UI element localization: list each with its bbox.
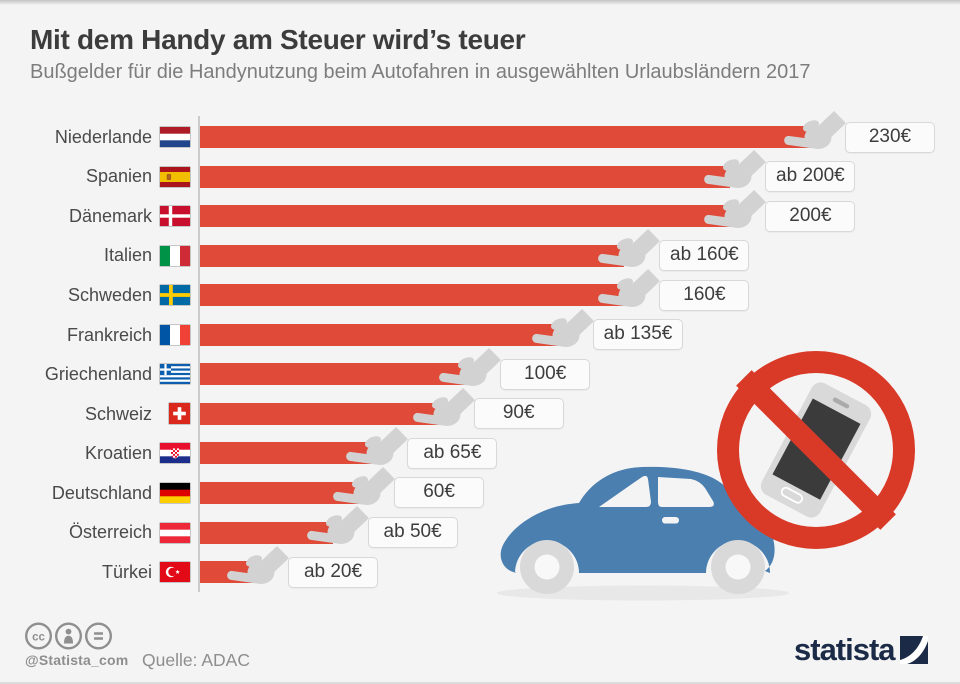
page-title: Mit dem Handy am Steuer wird’s teuer bbox=[30, 24, 526, 55]
country-flag-icon-dk bbox=[160, 206, 190, 227]
car-front-window bbox=[599, 475, 651, 507]
bar bbox=[200, 481, 360, 504]
car-shadow bbox=[497, 585, 789, 601]
value-badge: ab 65€ bbox=[407, 437, 498, 469]
bottom-edge-divider bbox=[0, 682, 960, 684]
axis-line bbox=[198, 116, 200, 592]
attribution-person-icon bbox=[55, 622, 83, 650]
no-phone-sign-icon bbox=[716, 350, 916, 550]
top-edge-divider bbox=[0, 0, 960, 5]
hand-cursor-icon bbox=[437, 348, 502, 396]
hand-cursor-icon bbox=[225, 545, 289, 594]
hand-cursor-icon bbox=[411, 387, 475, 436]
svg-text:cc: cc bbox=[32, 631, 45, 643]
value-badge: ab 160€ bbox=[659, 240, 750, 272]
value-badge: 160€ bbox=[659, 279, 750, 311]
value-badge: 100€ bbox=[500, 358, 591, 390]
page-subtitle: Bußgelder für die Handynutzung beim Auto… bbox=[30, 61, 811, 83]
bar bbox=[200, 126, 810, 148]
hand-cursor-icon bbox=[596, 229, 661, 277]
bar bbox=[200, 442, 373, 465]
country-label: Österreich bbox=[68, 522, 152, 543]
country-flag-icon-se bbox=[160, 285, 190, 306]
bar bbox=[200, 284, 625, 307]
car-rear-window bbox=[658, 477, 714, 507]
chart-row: Dänemark 200€ bbox=[0, 189, 960, 236]
country-label: Griechenland bbox=[44, 364, 152, 385]
country-flag-icon-it bbox=[160, 245, 190, 266]
sign-ring bbox=[717, 351, 915, 549]
statista-logo: statista bbox=[794, 632, 928, 667]
value-badge: ab 50€ bbox=[367, 517, 458, 548]
chart-row: Türkei ab 20€ bbox=[0, 545, 960, 592]
country-label: Schweiz bbox=[84, 403, 152, 424]
chart-row: Griechenland 100€ bbox=[0, 348, 960, 395]
hand-cursor-icon bbox=[702, 189, 767, 238]
cc-icon: cc bbox=[24, 622, 53, 650]
chart-row: Frankreich ab 135€ bbox=[0, 308, 960, 355]
country-label: Frankreich bbox=[66, 324, 152, 345]
car-mirror bbox=[581, 505, 595, 515]
bar bbox=[200, 323, 558, 346]
hand-cursor-icon bbox=[331, 466, 395, 515]
chart-row: Spanien ab 200€ bbox=[0, 150, 960, 197]
car-icon bbox=[495, 455, 795, 605]
bar bbox=[200, 244, 625, 267]
chart-row: Niederlande 230€ bbox=[0, 110, 960, 157]
country-label: Niederlande bbox=[54, 126, 152, 147]
bar bbox=[200, 363, 466, 386]
hand-cursor-icon bbox=[782, 110, 846, 159]
hand-cursor-icon bbox=[596, 268, 661, 317]
country-flag-icon-ch bbox=[169, 403, 190, 425]
value-badge: ab 135€ bbox=[593, 319, 683, 351]
license-icons: cc bbox=[24, 622, 113, 650]
country-label: Türkei bbox=[101, 561, 152, 582]
car-door-handle bbox=[662, 517, 679, 524]
chart-row: Schweden 160€ bbox=[0, 268, 960, 315]
country-label: Kroatien bbox=[84, 443, 152, 464]
equals-icon bbox=[85, 622, 113, 650]
bar bbox=[200, 521, 333, 544]
value-badge: 60€ bbox=[394, 477, 485, 509]
hand-cursor-icon bbox=[344, 427, 409, 475]
chart-row: Deutschland 60€ bbox=[0, 466, 960, 513]
country-flag-icon-tr bbox=[160, 562, 190, 583]
value-badge: ab 20€ bbox=[288, 556, 378, 588]
country-label: Schweden bbox=[67, 284, 152, 305]
car-front-wheel bbox=[520, 540, 574, 594]
country-flag-icon-de bbox=[160, 482, 190, 503]
value-badge: 230€ bbox=[845, 121, 935, 153]
bar bbox=[200, 402, 439, 425]
bar bbox=[200, 165, 731, 188]
country-flag-icon-es bbox=[160, 166, 190, 187]
statista-handle: @Statista_com bbox=[25, 652, 129, 668]
chart-row: Österreich ab 50€ bbox=[0, 506, 960, 553]
sign-slash bbox=[736, 370, 896, 530]
value-badge: ab 200€ bbox=[765, 161, 856, 193]
country-flag-icon-gr bbox=[160, 364, 190, 385]
statista-wordmark: statista bbox=[794, 632, 896, 667]
hand-cursor-icon bbox=[530, 308, 594, 357]
bar bbox=[200, 205, 731, 228]
country-label: Deutschland bbox=[51, 482, 152, 503]
chart-row: Schweiz 90€ bbox=[0, 387, 960, 434]
car-rear-wheel bbox=[711, 540, 765, 594]
country-label: Italien bbox=[103, 245, 152, 266]
country-flag-icon-fr bbox=[160, 324, 190, 345]
value-badge: 90€ bbox=[473, 398, 564, 430]
source-label: Quelle: ADAC bbox=[142, 650, 250, 670]
chart-row: Italien ab 160€ bbox=[0, 229, 960, 276]
hand-cursor-icon bbox=[702, 150, 767, 198]
statista-mark-icon bbox=[899, 636, 928, 664]
chart-row: Kroatien ab 65€ bbox=[0, 427, 960, 474]
country-flag-icon-hr bbox=[160, 443, 190, 464]
value-badge: 200€ bbox=[765, 200, 856, 232]
country-label: Spanien bbox=[85, 166, 152, 187]
country-label: Dänemark bbox=[68, 205, 152, 226]
country-flag-icon-nl bbox=[160, 127, 190, 147]
country-flag-icon-at bbox=[160, 522, 190, 543]
hand-cursor-icon bbox=[305, 506, 369, 554]
